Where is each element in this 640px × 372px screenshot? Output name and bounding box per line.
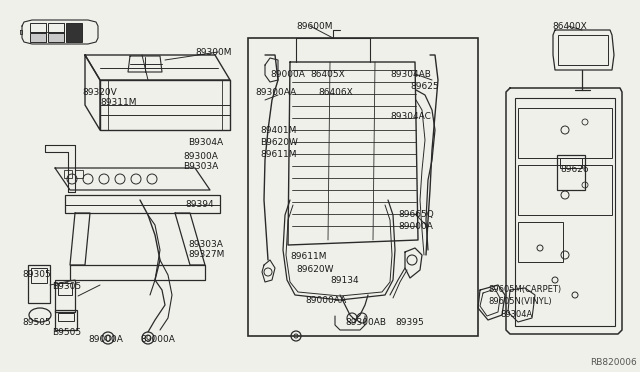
Text: 89600M: 89600M: [296, 22, 333, 31]
Text: 89505: 89505: [22, 318, 51, 327]
Bar: [30, 33, 46, 42]
Bar: [31, 268, 47, 283]
Text: 86406X: 86406X: [318, 88, 353, 97]
Bar: [66, 23, 82, 42]
Bar: [518, 108, 612, 158]
Text: 89300AB: 89300AB: [345, 318, 386, 327]
Text: 89327M: 89327M: [188, 250, 225, 259]
Bar: [65, 195, 220, 213]
Text: 89304AC: 89304AC: [390, 112, 431, 121]
Text: 89620W: 89620W: [296, 265, 333, 274]
Text: 89000A: 89000A: [88, 335, 123, 344]
Bar: [30, 23, 46, 32]
Bar: [75, 170, 83, 178]
Bar: [58, 283, 72, 295]
Text: 89303A: 89303A: [188, 240, 223, 249]
Text: 89304AB: 89304AB: [390, 70, 431, 79]
Text: RB820006: RB820006: [590, 358, 637, 367]
Bar: [515, 98, 615, 326]
Text: B9305: B9305: [52, 282, 81, 291]
Bar: [48, 33, 64, 42]
Text: 89000A: 89000A: [270, 70, 305, 79]
Text: 89611M: 89611M: [290, 252, 326, 261]
Bar: [518, 222, 563, 262]
Bar: [557, 155, 585, 190]
Text: 89605N(VINYL): 89605N(VINYL): [488, 297, 552, 306]
Text: 89000A: 89000A: [140, 335, 175, 344]
Bar: [248, 38, 478, 336]
Text: B9304A: B9304A: [188, 138, 223, 147]
Bar: [28, 265, 50, 303]
Text: 89300A: 89300A: [183, 152, 218, 161]
Text: 89320V: 89320V: [82, 88, 116, 97]
Text: 89665Q: 89665Q: [398, 210, 434, 219]
Text: 89605M(CARPET): 89605M(CARPET): [488, 285, 561, 294]
Text: 89000A: 89000A: [398, 222, 433, 231]
Bar: [560, 158, 582, 168]
Text: B9303A: B9303A: [183, 162, 218, 171]
Text: 89311M: 89311M: [100, 98, 136, 107]
Bar: [58, 313, 74, 321]
Bar: [55, 280, 75, 312]
Bar: [55, 310, 77, 330]
Text: 86405X: 86405X: [310, 70, 345, 79]
Text: 89134: 89134: [330, 276, 358, 285]
Text: 89625: 89625: [410, 82, 438, 91]
Text: B9505: B9505: [52, 328, 81, 337]
Text: 86400X: 86400X: [552, 22, 587, 31]
Bar: [518, 165, 612, 215]
Text: 89401M: 89401M: [260, 126, 296, 135]
Text: 89300AA: 89300AA: [255, 88, 296, 97]
Bar: [64, 170, 72, 178]
Text: 89395: 89395: [395, 318, 424, 327]
Text: B9620W: B9620W: [260, 138, 298, 147]
Text: 89305: 89305: [22, 270, 51, 279]
Bar: [48, 23, 64, 32]
Text: 89304A: 89304A: [500, 310, 532, 319]
Text: 89300M: 89300M: [195, 48, 232, 57]
Text: 89626: 89626: [560, 165, 589, 174]
Text: 89394: 89394: [185, 200, 214, 209]
Bar: [558, 35, 608, 65]
Text: 89000AA: 89000AA: [305, 296, 346, 305]
Text: 89611M: 89611M: [260, 150, 296, 159]
